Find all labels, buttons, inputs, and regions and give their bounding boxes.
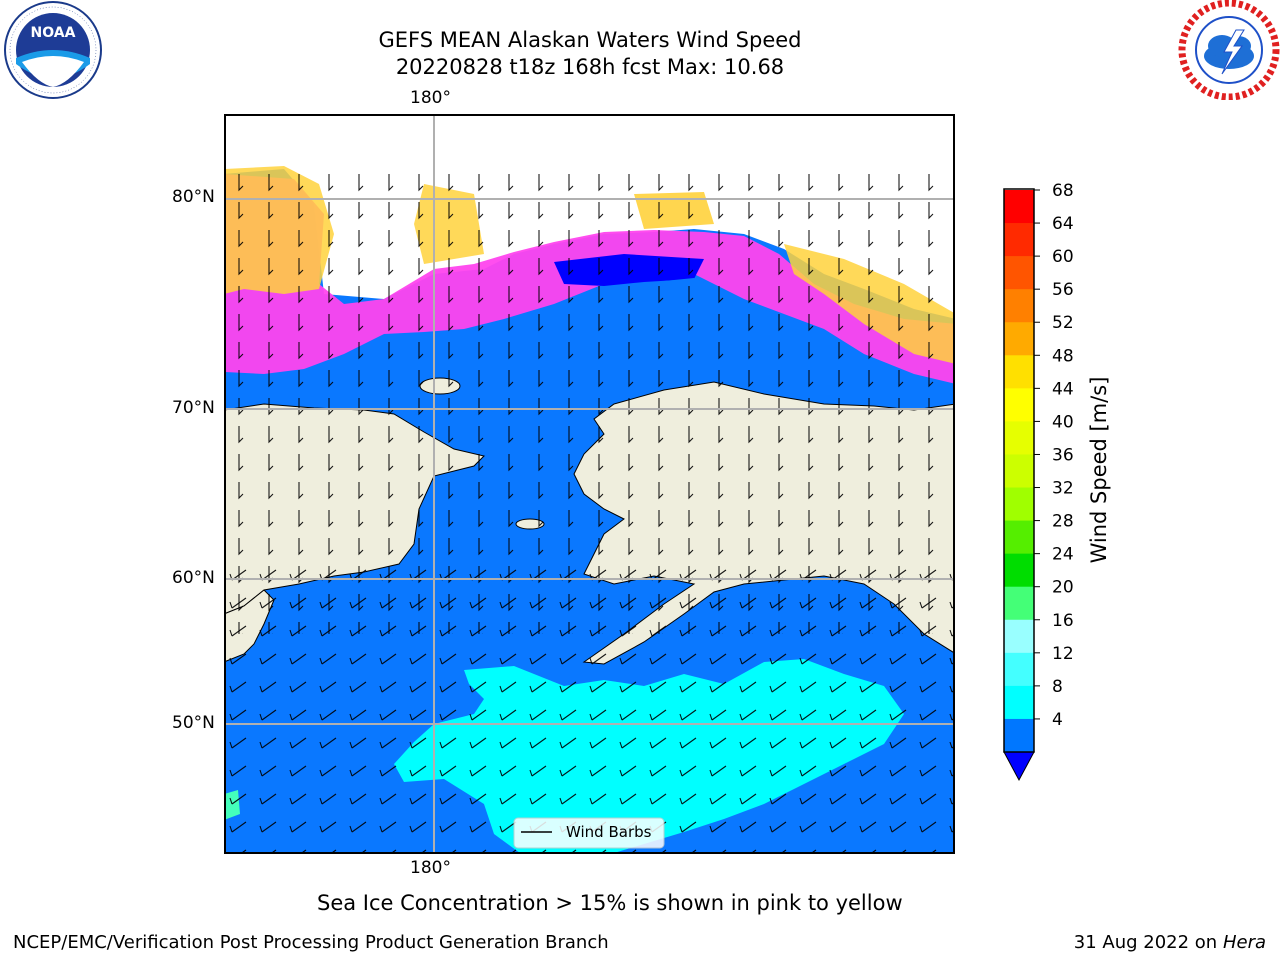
colorbar-tick-label: 28 (1052, 512, 1074, 532)
colorbar-bin (1004, 652, 1034, 687)
colorbar-extend-arrow (1003, 751, 1035, 782)
sea-ice-caption: Sea Ice Concentration > 15% is shown in … (317, 891, 903, 915)
noaa-logo: NOAA (4, 1, 102, 99)
footer-left: NCEP/EMC/Verification Post Processing Pr… (13, 932, 609, 953)
noaa-logo-text: NOAA (31, 25, 76, 41)
colorbar-tick-label: 56 (1052, 280, 1074, 300)
lon-label-bottom: 180° (410, 858, 451, 878)
colorbar-bin (1004, 586, 1034, 621)
colorbar-tick-label: 16 (1052, 611, 1074, 631)
colorbar-bin (1004, 718, 1034, 753)
map-panel: Wind Barbs (224, 114, 955, 854)
colorbar-bin (1004, 685, 1034, 720)
colorbar-tick-label: 40 (1052, 412, 1074, 432)
colorbar-tick-label: 20 (1052, 578, 1074, 598)
colorbar-bin (1004, 520, 1034, 555)
colorbar-bin (1004, 322, 1034, 356)
wind-barbs-south (225, 554, 954, 853)
colorbar-bin (1004, 388, 1034, 422)
footer-date: 31 Aug 2022 on (1073, 932, 1218, 953)
colorbar-bin (1004, 289, 1034, 323)
chart-subtitle: 20220828 t18z 168h fcst Max: 10.68 (395, 55, 785, 79)
lat-label-80: 80°N (172, 187, 215, 207)
lat-label-60: 60°N (172, 568, 215, 588)
colorbar: 68 64 60 56 52 48 44 40 36 32 28 24 20 16 12 8 4 Wind Sp… (1003, 181, 1111, 782)
colorbar-label: Wind Speed [m/s] (1087, 377, 1111, 564)
legend-label: Wind Barbs (566, 823, 652, 841)
colorbar-bin (1004, 487, 1034, 522)
lon-label-top: 180° (410, 88, 451, 108)
colorbar-bin (1004, 223, 1034, 257)
chart-title: GEFS MEAN Alaskan Waters Wind Speed (378, 28, 802, 52)
colorbar-bin (1004, 421, 1034, 455)
colorbar-tick-label: 48 (1052, 346, 1074, 366)
map-frame (224, 114, 955, 854)
footer-right: 31 Aug 2022 on Hera (1074, 932, 1266, 953)
colorbar-bin (1004, 454, 1034, 489)
colorbar-tick-label: 24 (1052, 545, 1074, 565)
colorbar-tick-label: 4 (1052, 710, 1063, 730)
colorbar-tick-label: 8 (1052, 677, 1063, 697)
colorbar-tick-label: 44 (1052, 379, 1074, 399)
colorbar-bin (1004, 553, 1034, 588)
nws-logo (1178, 0, 1280, 100)
lat-label-70: 70°N (172, 398, 215, 418)
colorbar-bin (1004, 355, 1034, 389)
colorbar-ticks: 68 64 60 56 52 48 44 40 36 32 28 24 20 16 12 8 4 (1034, 181, 1074, 730)
graticule (225, 115, 954, 853)
colorbar-tick-label: 64 (1052, 214, 1074, 234)
colorbar-frame (1003, 188, 1035, 753)
colorbar-bin (1004, 256, 1034, 290)
colorbar-tick-label: 68 (1052, 181, 1074, 201)
lat-label-50: 50°N (172, 713, 215, 733)
footer-machine: Hera (1222, 932, 1266, 953)
colorbar-bin (1004, 190, 1034, 224)
colorbar-bins (1004, 190, 1034, 753)
colorbar-tick-label: 12 (1052, 644, 1074, 664)
colorbar-tick-label: 36 (1052, 445, 1074, 465)
wind-barbs-legend: Wind Barbs (513, 817, 665, 849)
colorbar-tick-label: 32 (1052, 479, 1074, 499)
colorbar-tick-label: 60 (1052, 247, 1074, 267)
colorbar-tick-label: 52 (1052, 313, 1074, 333)
colorbar-bin (1004, 619, 1034, 654)
